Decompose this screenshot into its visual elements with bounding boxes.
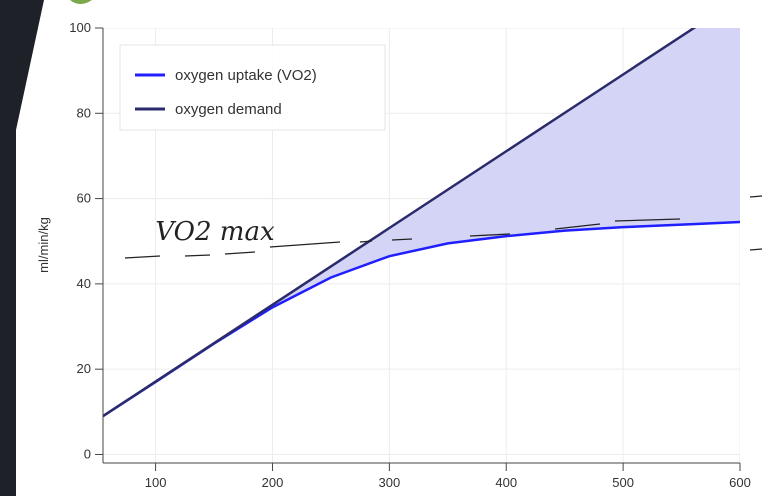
y-tick-label: 0 [84,446,91,461]
y-tick-label: 40 [77,276,91,291]
y-tick-label: 80 [77,105,91,120]
legend-box [119,44,386,131]
x-tick-label: 100 [145,475,167,490]
x-tick-label: 300 [379,475,401,490]
y-tick-label: 20 [77,361,91,376]
fill-between [103,28,740,417]
y-axis-label: ml/min/kg [36,217,51,273]
x-tick-label: 500 [612,475,634,490]
x-tick-label: 200 [262,475,284,490]
series-line [103,28,697,418]
legend-label: oxygen uptake (VO2) [175,67,317,84]
handwriting [124,195,762,259]
corner-decoration [70,0,92,4]
legend-label: oxygen demand [175,101,282,118]
plot-area [103,28,740,463]
series-line [103,220,740,418]
x-tick-label: 400 [495,475,517,490]
x-tick-label: 600 [729,475,751,490]
left-decoration [0,0,44,496]
y-tick-label: 100 [69,20,91,35]
y-tick-label: 60 [77,191,91,206]
annotation: VO2 max [155,217,275,247]
